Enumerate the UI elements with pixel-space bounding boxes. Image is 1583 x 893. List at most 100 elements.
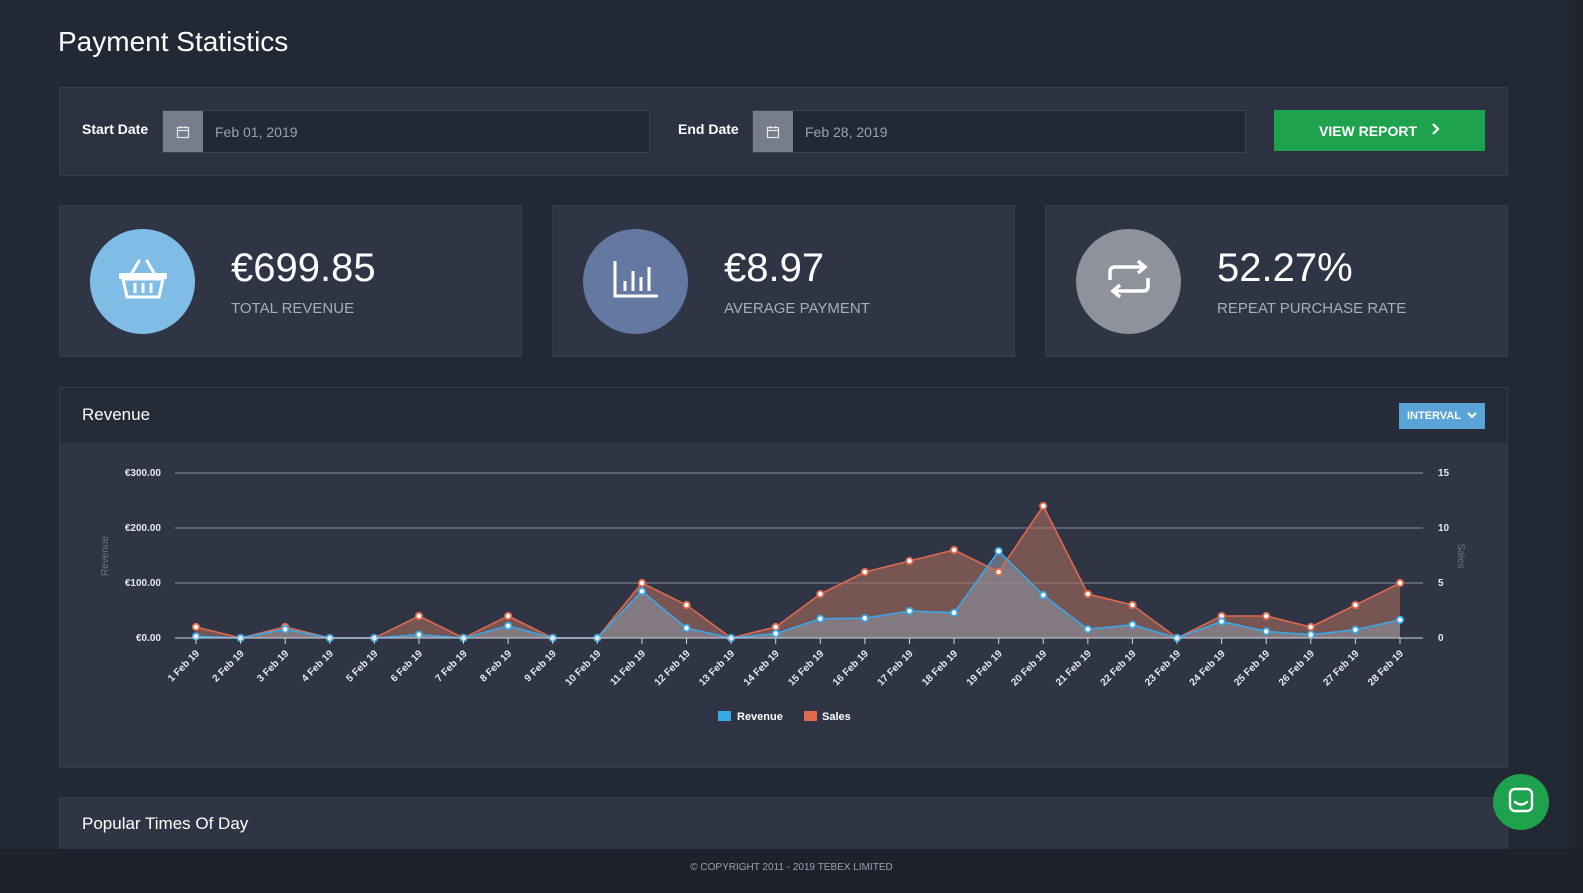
sales-area	[196, 506, 1400, 638]
revenue-chart: €0.00 €100.00 €200.00 €300.00 0 5 10 15 Revenue S…	[100, 468, 1466, 723]
x-tick-label: 5 Feb 19	[344, 648, 380, 684]
revenue-point	[504, 621, 513, 630]
view-report-button[interactable]: VIEW REPORT	[1274, 110, 1485, 151]
revenue-point	[1217, 617, 1226, 626]
revenue-panel: Revenue INTERVAL €0.00 €100.00 €200.00 €300…	[59, 387, 1508, 768]
revenue-point	[771, 629, 780, 638]
revenue-point	[816, 614, 825, 623]
sales-point	[1128, 600, 1137, 610]
revenue-point	[637, 587, 647, 596]
sales-point	[994, 567, 1003, 577]
chevron-right-icon	[1431, 122, 1440, 139]
revenue-line	[195, 549, 1401, 639]
legend-sales-swatch	[804, 711, 817, 721]
revenue-point	[949, 608, 959, 617]
footer: © COPYRIGHT 2011 - 2019 TEBEX LIMITED	[0, 849, 1583, 893]
sales-point	[1395, 578, 1405, 588]
stat-label: TOTAL REVENUE	[231, 300, 355, 317]
x-tick-label: 8 Feb 19	[478, 648, 514, 684]
y-tick-label: €300.00	[125, 468, 162, 479]
end-date-label: End Date	[678, 121, 739, 137]
y2-axis-title: Sales	[1455, 543, 1466, 568]
legend-sales-label: Sales	[822, 711, 851, 723]
revenue-point	[1262, 627, 1271, 636]
x-tick-label: 25 Feb 19	[1232, 648, 1272, 688]
revenue-point	[414, 630, 424, 639]
sales-point	[905, 556, 914, 566]
x-tick-label: 28 Feb 19	[1366, 648, 1406, 688]
view-report-label: VIEW REPORT	[1318, 122, 1417, 139]
stat-icon-circle	[583, 229, 688, 334]
start-date-label: Start Date	[82, 121, 149, 137]
sales-point	[414, 611, 424, 621]
sales-point	[771, 622, 780, 632]
revenue-point	[905, 606, 914, 616]
revenue-point	[994, 547, 1003, 556]
y2-tick-label: 15	[1438, 468, 1450, 479]
y2-tick-label: 10	[1438, 523, 1450, 534]
stat-icon-circle	[1076, 229, 1181, 334]
y-tick-label: €200.00	[125, 523, 162, 534]
y2-tick-label: 0	[1438, 633, 1444, 644]
x-tick-label: 11 Feb 19	[608, 648, 648, 688]
revenue-panel-title: Revenue	[82, 405, 151, 424]
stat-label: AVERAGE PAYMENT	[724, 300, 870, 317]
page-scrollbar[interactable]	[1569, 0, 1583, 849]
x-tick-label: 27 Feb 19	[1322, 648, 1362, 688]
x-tick-label: 26 Feb 19	[1277, 648, 1317, 688]
sales-point	[1262, 611, 1271, 621]
sales-point	[637, 578, 647, 588]
chevron-down-icon	[1467, 410, 1477, 422]
stat-card-total-revenue: €699.85 TOTAL REVENUE	[59, 205, 522, 357]
y-tick-label: €0.00	[136, 633, 161, 644]
legend-revenue-label: Revenue	[737, 711, 783, 723]
x-tick-label: 1 Feb 19	[166, 648, 202, 684]
start-date-input[interactable]	[203, 111, 649, 152]
x-tick-label: 13 Feb 19	[697, 648, 737, 688]
sales-point	[1351, 600, 1360, 610]
x-tick-label: 20 Feb 19	[1009, 648, 1049, 688]
x-tick-label: 21 Feb 19	[1054, 648, 1094, 688]
page-title: Payment Statistics	[58, 26, 289, 57]
copyright-text: © COPYRIGHT 2011 - 2019 TEBEX LIMITED	[690, 862, 893, 873]
revenue-panel-header: Revenue INTERVAL	[60, 388, 1507, 443]
x-tick-label: 24 Feb 19	[1188, 648, 1228, 688]
repeat-icon	[1104, 258, 1154, 305]
start-date-field[interactable]	[162, 110, 650, 153]
x-tick-label: 2 Feb 19	[211, 648, 247, 684]
stat-card-repeat-purchase-rate: 52.27% REPEAT PURCHASE RATE	[1045, 205, 1508, 357]
x-tick-label: 15 Feb 19	[786, 648, 826, 688]
interval-dropdown[interactable]: INTERVAL	[1399, 403, 1485, 429]
revenue-point	[281, 625, 290, 634]
stat-value: 52.27%	[1217, 246, 1353, 290]
end-date-input[interactable]	[793, 111, 1245, 152]
revenue-point	[682, 624, 691, 633]
revenue-point	[1395, 615, 1405, 624]
chat-button[interactable]	[1493, 774, 1549, 830]
chat-icon	[1508, 787, 1534, 818]
end-date-field[interactable]	[752, 110, 1246, 153]
calendar-icon[interactable]	[163, 111, 203, 152]
bar-chart-icon	[612, 259, 660, 304]
basket-icon	[117, 258, 169, 305]
x-tick-label: 9 Feb 19	[523, 648, 559, 684]
revenue-point	[1083, 625, 1092, 634]
popular-times-title: Popular Times Of Day	[82, 814, 249, 833]
revenue-point	[1128, 620, 1137, 629]
sales-point	[1306, 622, 1315, 632]
sales-point	[949, 545, 959, 555]
sales-point	[860, 567, 869, 577]
stat-value: €8.97	[724, 246, 825, 290]
y-tick-label: €100.00	[125, 578, 162, 589]
sales-point	[504, 611, 513, 621]
x-tick-label: 10 Feb 19	[563, 648, 603, 688]
sales-point	[1083, 589, 1092, 599]
x-tick-label: 14 Feb 19	[742, 648, 782, 688]
x-tick-label: 17 Feb 19	[876, 648, 916, 688]
sales-point	[1039, 501, 1048, 511]
x-tick-label: 6 Feb 19	[389, 648, 425, 684]
calendar-icon[interactable]	[753, 111, 793, 152]
x-tick-label: 23 Feb 19	[1143, 648, 1183, 688]
x-tick-label: 7 Feb 19	[434, 648, 470, 684]
popular-times-panel: Popular Times Of Day	[59, 797, 1508, 857]
